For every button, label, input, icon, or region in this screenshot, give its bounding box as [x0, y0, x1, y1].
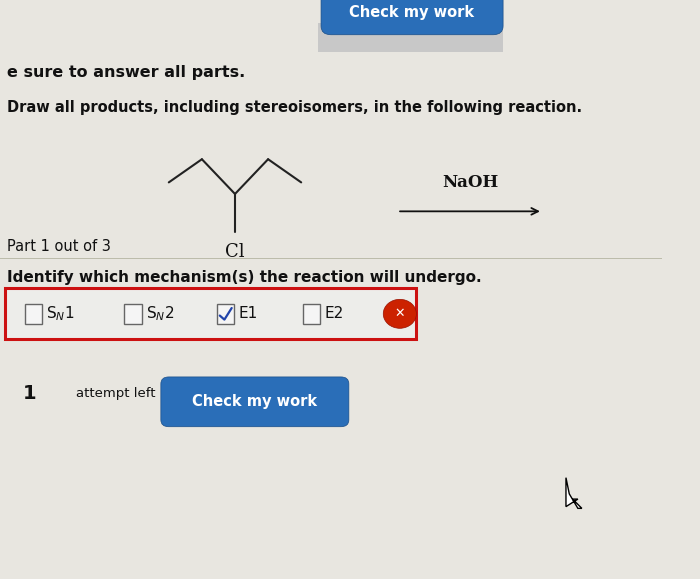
Text: NaOH: NaOH [442, 174, 498, 191]
FancyBboxPatch shape [318, 23, 503, 52]
Text: Check my work: Check my work [193, 394, 317, 409]
Text: Check my work: Check my work [349, 5, 475, 20]
FancyBboxPatch shape [161, 377, 349, 427]
FancyBboxPatch shape [125, 304, 141, 324]
Text: Cl: Cl [225, 243, 245, 261]
Text: attempt left: attempt left [76, 387, 155, 400]
Text: S$_N$1: S$_N$1 [46, 305, 75, 323]
FancyBboxPatch shape [5, 288, 416, 339]
Text: 1: 1 [23, 384, 36, 403]
Circle shape [384, 299, 416, 328]
Text: Part 1 out of 3: Part 1 out of 3 [6, 239, 111, 254]
Text: ✕: ✕ [395, 307, 405, 320]
Text: Draw all products, including stereoisomers, in the following reaction.: Draw all products, including stereoisome… [6, 100, 582, 115]
FancyBboxPatch shape [303, 304, 321, 324]
FancyArrowPatch shape [400, 208, 538, 215]
Text: E2: E2 [324, 306, 344, 321]
Text: E1: E1 [238, 306, 258, 321]
FancyBboxPatch shape [25, 304, 43, 324]
FancyBboxPatch shape [321, 0, 503, 35]
Text: Identify which mechanism(s) the reaction will undergo.: Identify which mechanism(s) the reaction… [6, 270, 481, 285]
Text: S$_N$2: S$_N$2 [146, 305, 174, 323]
FancyBboxPatch shape [217, 304, 234, 324]
Text: e sure to answer all parts.: e sure to answer all parts. [6, 65, 245, 80]
Polygon shape [566, 478, 582, 508]
